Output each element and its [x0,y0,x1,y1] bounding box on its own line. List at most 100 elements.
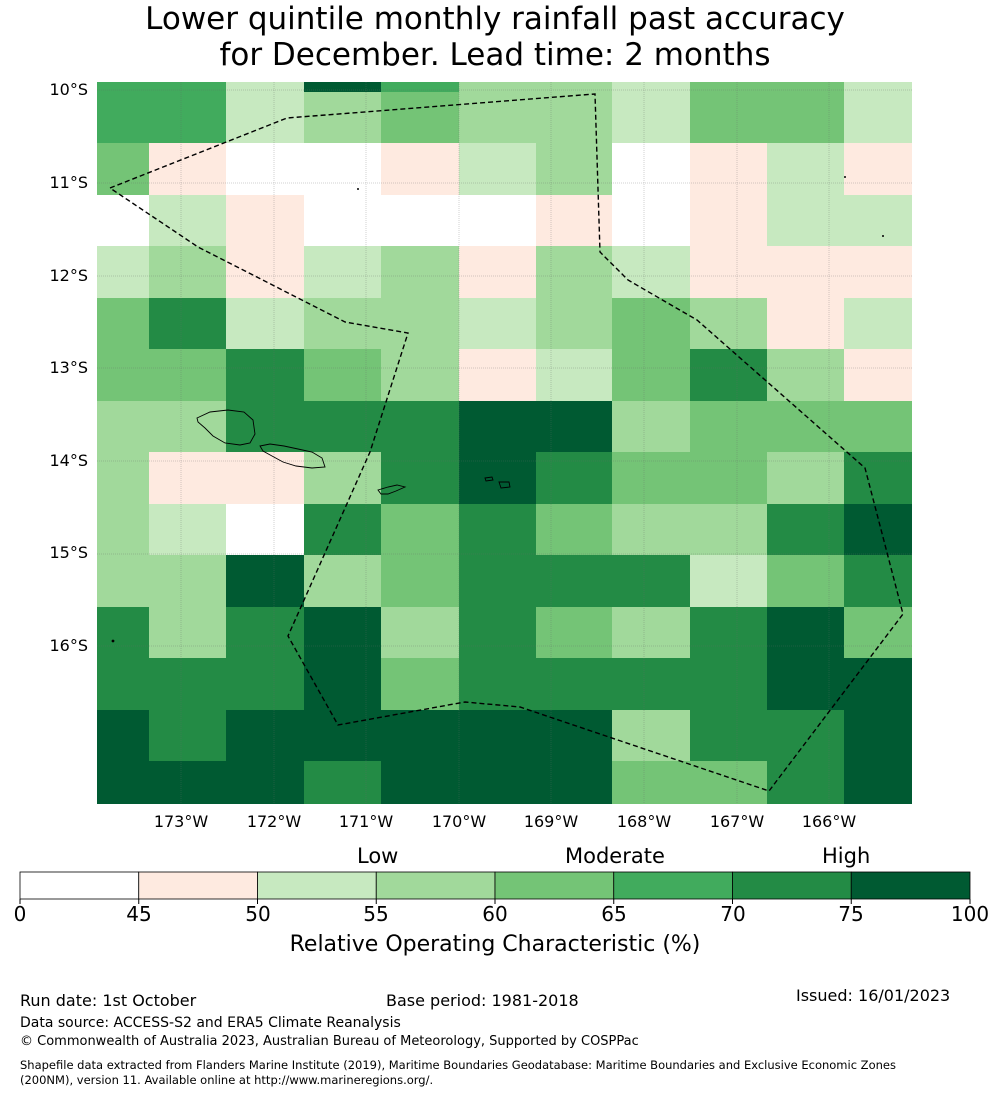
atoll-marker [882,235,884,237]
cb-tick-50: 50 [245,902,271,926]
grid-cell [844,92,912,143]
grid-cell [844,607,912,658]
swains-island [357,188,359,190]
grid-cell [612,298,690,349]
grid-cell [612,710,690,761]
grid-cell [381,555,459,607]
grid-cell [536,195,612,246]
grid-cell [304,555,381,607]
cb-tick-45: 45 [126,902,152,926]
grid-cell [149,143,226,195]
grid-cell [690,761,767,804]
map-title-line-1: Lower quintile monthly rainfall past acc… [145,1,845,37]
grid-cell [97,555,149,607]
grid-cell [226,401,304,452]
grid-cell [97,452,149,504]
grid-cell [767,246,844,298]
grid-cell [226,246,304,298]
ofu-olosega-island [484,476,494,482]
rainfall-grid [97,82,912,804]
grid-cell [97,82,149,92]
grid-cell [536,246,612,298]
tau-island [498,481,511,489]
grid-cell [536,298,612,349]
grid-cell [690,401,767,452]
grid-cell [844,298,912,349]
lat-label-12s: 12°S [49,266,88,285]
lon-label-172w: 172°W [246,812,302,831]
grid-cell [536,401,612,452]
cb-tick-100: 100 [950,902,990,926]
grid-cell [226,298,304,349]
lon-label-171w: 171°W [338,812,394,831]
grid-cell [304,401,381,452]
grid-cell [612,555,690,607]
grid-cell [536,92,612,143]
grid-cell [459,504,536,555]
grid-cell [459,349,536,401]
grid-cell [381,92,459,143]
grid-cell [97,710,149,761]
grid-cell [149,349,226,401]
cb-tick-0: 0 [13,902,27,926]
grid-cell [226,195,304,246]
lat-label-14s: 14°S [49,451,88,470]
grid-cell [690,195,767,246]
grid-cell [767,607,844,658]
grid-cell [612,504,690,555]
lon-label-170w: 170°W [431,812,487,831]
grid-cell [536,349,612,401]
grid-cell [612,143,690,195]
grid-cell [767,92,844,143]
grid-cell [844,658,912,710]
grid-cell [381,246,459,298]
map-title-line-2: for December. Lead time: 2 months [219,37,771,73]
lon-label-173w: 173°W [153,812,209,831]
grid-cell [97,143,149,195]
lat-label-16s: 16°S [49,636,88,655]
grid-cell [149,92,226,143]
grid-cell [767,401,844,452]
lon-label-168w: 168°W [616,812,672,831]
grid-cell [690,92,767,143]
grid-cell [459,761,536,804]
grid-cell [459,143,536,195]
rose-atoll [111,639,115,643]
grid-cell [844,710,912,761]
grid-cell [304,195,381,246]
grid-cell [304,82,381,92]
grid-cell [304,710,381,761]
grid-cell [149,195,226,246]
grid-cell [226,607,304,658]
grid-cell [149,761,226,804]
grid-cell [304,92,381,143]
lat-label-10s: 10°S [49,80,88,99]
grid-cell [381,143,459,195]
grid-cell [690,607,767,658]
grid-cell [97,658,149,710]
grid-cell [844,555,912,607]
grid-cell [690,246,767,298]
grid-cell [767,349,844,401]
tutuila-island [377,484,407,495]
lon-label-167w: 167°W [709,812,765,831]
grid-cell [536,761,612,804]
grid-cell [304,607,381,658]
base-period: Base period: 1981-2018 [386,991,579,1010]
grid-cell [381,82,459,92]
lon-label-166w: 166°W [801,812,857,831]
grid-cell [149,82,226,92]
grid-cell [536,143,612,195]
grid-cell [844,349,912,401]
grid-cell [459,195,536,246]
grid-cell [381,658,459,710]
category-high: High [822,844,871,868]
data-source: Data source: ACCESS-S2 and ERA5 Climate … [20,1015,401,1031]
issued-date: Issued: 16/01/2023 [796,986,951,1005]
grid-cell [612,607,690,658]
grid-cell [459,710,536,761]
grid-cell [304,246,381,298]
grid-cell [459,401,536,452]
grid-cell [536,82,612,92]
